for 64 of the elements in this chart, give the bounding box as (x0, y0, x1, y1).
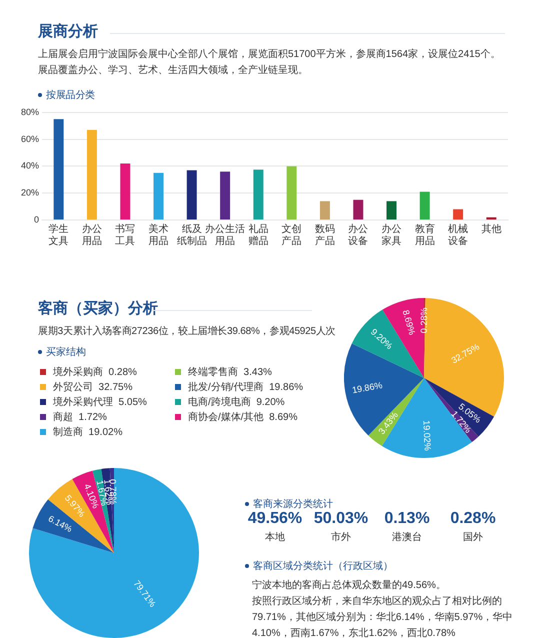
x-tick-label: 机械设备 (448, 222, 468, 247)
data-label: 0.28% (418, 308, 430, 334)
bar (253, 170, 264, 220)
legend-label: 商超 1.72% (53, 410, 107, 424)
bar (353, 200, 364, 220)
y-tick-label: 40% (21, 160, 40, 171)
legend-label: 商协会/媒体/其他 8.69% (188, 410, 298, 424)
bar (154, 172, 164, 220)
bar (320, 201, 330, 220)
text: 展品覆盖办公、学习、艺术、生活四大领域，全产业链呈现。 (38, 64, 309, 78)
legend-label: 终端零售商 3.43% (188, 366, 272, 378)
x-tick-label: 其他 (481, 222, 502, 235)
text: 市外 (330, 530, 352, 544)
legend-title: 买家结构 (46, 346, 86, 359)
y-tick-label: 80% (21, 106, 40, 117)
data-label: 19.02% (421, 420, 433, 451)
y-tick-label: 20% (21, 188, 40, 198)
text: 展期3天累计入场客商27236位，较上届增长39.68%，参观45925人次 (38, 324, 336, 338)
bar (220, 172, 230, 220)
x-tick-label: 学生文具 (48, 222, 69, 247)
text: 49.56% (246, 510, 304, 528)
text: 宁波本地的客商占总体观众数量的49.56%。 (252, 578, 447, 593)
text: 客商来源分类统计 (253, 498, 333, 511)
legend-label: 外贸公司 32.75% (53, 380, 132, 394)
x-tick-label: 办公设备 (348, 222, 368, 247)
chart-title: 展商分析 (38, 22, 98, 41)
x-tick-label: 礼品赠品 (248, 222, 268, 247)
x-tick-label: 美术用品 (148, 222, 169, 247)
y-tick-label: 0 (34, 214, 40, 224)
x-tick-label: 数码产品 (314, 224, 335, 247)
bar (86, 130, 97, 220)
text: 港澳台 (391, 530, 423, 544)
text: 上届展会启用宁波国际会展中心全部八个展馆，展览面积51700平方米，参展商1564家，设展位2415个。 (38, 48, 502, 62)
text: 0.13% (383, 510, 431, 528)
bar (420, 192, 430, 220)
text: 客商区域分类统计（行政区域） (253, 560, 393, 573)
data-label: 19.86% (351, 380, 384, 396)
x-tick-label: 教育用品 (414, 222, 435, 247)
chart-subtitle: 按展品分类 (46, 88, 96, 102)
x-tick-label: 办公生活用品 (205, 222, 246, 247)
text: 0.28% (449, 510, 497, 528)
bar (54, 119, 64, 220)
text: 50.03% (312, 510, 370, 528)
bar (386, 201, 396, 220)
bar (120, 164, 130, 220)
bar (286, 166, 297, 220)
chart-title: 客商（买家）分析 (38, 299, 158, 318)
bar (186, 170, 197, 220)
legend-label: 制造商 19.02% (53, 426, 122, 438)
data-label: 8.69% (400, 308, 418, 336)
x-tick-label: 文创产品 (282, 222, 302, 247)
legend-label: 批发/分销/代理商 19.86% (188, 380, 304, 394)
text: 国外 (462, 531, 484, 544)
legend-label: 境外采购商 0.28% (53, 366, 137, 378)
y-tick-label: 60% (21, 134, 40, 144)
x-tick-label: 纸及纸制品 (176, 222, 207, 247)
x-tick-label: 办公用品 (82, 222, 102, 247)
text: 本地 (264, 530, 286, 544)
legend-label: 境外采购代理 5.05% (53, 396, 147, 408)
text: 按照行政区域分析，来自华东地区的观众占了相对比例的79.71%，其他区域分别为：华北6.14%，华南5.97%，华中4.10%，西南1.67%，东北1.62%，西北0.78% (252, 594, 514, 638)
x-tick-label: 办公家具 (382, 222, 402, 247)
bar (453, 209, 464, 220)
x-tick-label: 书写工具 (115, 222, 136, 247)
legend-label: 电商/跨境电商 9.20% (188, 396, 285, 408)
